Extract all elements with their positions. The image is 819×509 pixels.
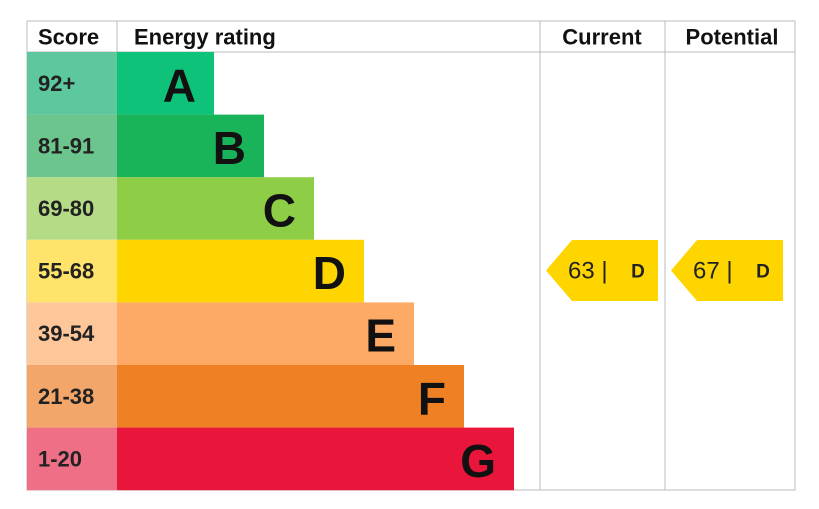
bands: 92+ A 81-91 B 69-80 C 55-68 D 39-54 E 21-38 F 1-20 G bbox=[27, 52, 514, 491]
rating-bar bbox=[117, 52, 214, 115]
score-label: 39-54 bbox=[38, 321, 95, 346]
band-letter: G bbox=[460, 435, 496, 487]
band-letter: F bbox=[418, 372, 446, 424]
score-cell bbox=[27, 52, 117, 115]
header-rating: Energy rating bbox=[134, 25, 276, 50]
header-potential: Potential bbox=[686, 25, 779, 50]
current-letter: D bbox=[631, 262, 645, 283]
score-cell bbox=[27, 177, 117, 240]
score-label: 55-68 bbox=[38, 259, 94, 284]
band-letter: B bbox=[213, 122, 246, 174]
score-cell bbox=[27, 114, 117, 178]
potential-arrow bbox=[671, 240, 783, 301]
rating-bar bbox=[117, 177, 314, 240]
band-letter: E bbox=[365, 310, 396, 362]
score-cell bbox=[27, 427, 117, 491]
header-current: Current bbox=[562, 25, 642, 50]
score-cell bbox=[27, 239, 117, 303]
potential-label: 67 | bbox=[693, 258, 733, 285]
current-label: 63 | bbox=[568, 258, 608, 285]
band-letter: A bbox=[163, 59, 196, 111]
current-arrow bbox=[546, 240, 658, 301]
score-label: 1-20 bbox=[38, 446, 82, 471]
rating-bar bbox=[117, 239, 364, 303]
rating-bar bbox=[117, 365, 464, 428]
band-letter: C bbox=[263, 185, 296, 237]
score-label: 69-80 bbox=[38, 196, 94, 221]
rating-bar bbox=[117, 302, 414, 365]
score-label: 81-91 bbox=[38, 133, 94, 158]
header-score: Score bbox=[38, 25, 99, 50]
score-cell bbox=[27, 302, 117, 365]
potential-letter: D bbox=[756, 262, 770, 283]
score-label: 92+ bbox=[38, 71, 75, 96]
score-cell bbox=[27, 365, 117, 428]
score-label: 21-38 bbox=[38, 384, 94, 409]
band-letter: D bbox=[313, 247, 346, 299]
rating-bar bbox=[117, 114, 264, 178]
rating-bar bbox=[117, 427, 514, 491]
